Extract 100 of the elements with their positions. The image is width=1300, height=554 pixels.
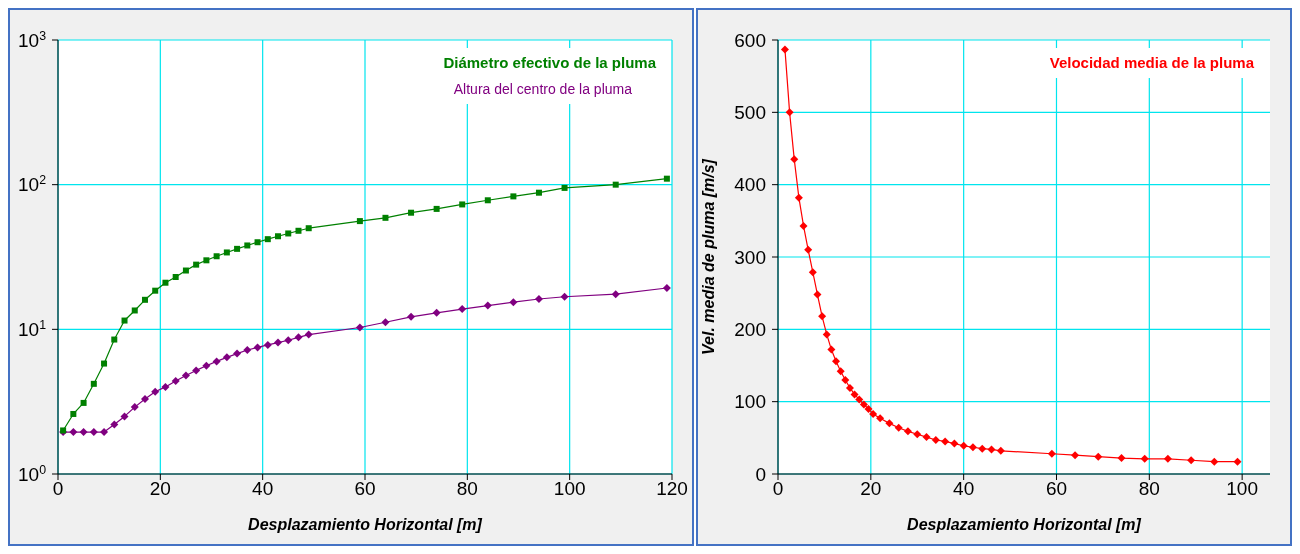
point [213, 253, 220, 260]
point [193, 261, 200, 268]
x-tick-label: 60 [1045, 478, 1068, 500]
point [484, 197, 491, 204]
point [959, 441, 968, 450]
point [1163, 454, 1172, 463]
point [433, 205, 440, 212]
point [111, 336, 118, 343]
point [1047, 449, 1056, 458]
x-tick-label: 40 [252, 478, 274, 500]
x-tick-label: 100 [553, 478, 586, 500]
x-tick-label: 0 [772, 478, 784, 500]
point [253, 343, 262, 352]
y-tick-label: 400 [734, 174, 766, 196]
point [978, 444, 987, 453]
point [152, 287, 159, 294]
x-tick-label: 40 [953, 478, 975, 500]
y-tick-label: 10$^{0}$ [17, 462, 47, 485]
x-tick-label: 100 [1226, 478, 1258, 500]
y-tick-label: 100 [734, 391, 766, 413]
point [509, 298, 518, 307]
point [274, 338, 283, 347]
point [294, 333, 303, 342]
point [90, 380, 97, 387]
point [612, 181, 619, 188]
point [100, 428, 109, 437]
point [804, 245, 813, 254]
y-axis-title: Vel. media de pluma [m/s] [699, 158, 717, 355]
point [243, 345, 252, 354]
point [151, 387, 160, 396]
x-axis-title: Desplazamiento Horizontal [m] [248, 516, 483, 533]
point [284, 336, 293, 345]
x-axis-title: Desplazamiento Horizontal [m] [907, 516, 1142, 533]
point [561, 184, 568, 191]
point [535, 189, 542, 196]
point [822, 330, 831, 339]
point [869, 409, 878, 418]
point [1117, 454, 1126, 463]
point [560, 292, 569, 301]
y-tick-label: 600 [734, 29, 766, 51]
point [922, 433, 931, 442]
y-tick-label: 10$^{2}$ [17, 173, 47, 196]
point [79, 428, 88, 437]
x-tick-label: 20 [860, 478, 882, 500]
point [1210, 457, 1219, 466]
y-tick-label: 300 [734, 246, 766, 268]
point [818, 312, 827, 321]
point [987, 445, 996, 454]
point [89, 428, 98, 437]
y-tick-label: 0 [755, 463, 766, 485]
point [794, 193, 803, 202]
point [1187, 456, 1196, 465]
y-tick-label: 10$^{1}$ [17, 317, 47, 340]
point [162, 279, 169, 286]
point [382, 214, 389, 221]
point [244, 242, 251, 249]
y-tick-label: 500 [734, 101, 766, 123]
point [864, 404, 873, 413]
x-tick-label: 120 [656, 478, 688, 500]
point [121, 317, 128, 324]
point [1140, 454, 1149, 463]
point [69, 428, 78, 437]
point [510, 193, 517, 200]
point [799, 221, 808, 230]
point [130, 403, 139, 412]
point [202, 361, 211, 370]
x-tick-label: 60 [354, 478, 376, 500]
point [264, 236, 271, 243]
point [1071, 451, 1080, 460]
point [203, 257, 210, 264]
point [120, 412, 129, 421]
point [181, 371, 190, 380]
text: Diámetro efectivo de la pluma [443, 53, 656, 73]
point [832, 357, 841, 366]
point [483, 301, 492, 310]
point [931, 436, 940, 444]
point [950, 439, 959, 448]
point [171, 376, 180, 385]
point [941, 437, 950, 446]
point [140, 394, 149, 403]
point [408, 209, 415, 216]
point [285, 230, 292, 237]
point [234, 245, 241, 252]
y-tick-label: 10$^{3}$ [17, 28, 47, 51]
point [785, 108, 794, 117]
y-tick-label: 200 [734, 318, 766, 340]
point [305, 225, 312, 232]
point [1233, 457, 1242, 466]
x-tick-label: 80 [1138, 478, 1160, 500]
point [223, 249, 230, 256]
point [304, 330, 313, 339]
point [70, 410, 77, 417]
point [80, 399, 87, 406]
point [222, 353, 231, 362]
point [913, 430, 922, 439]
point [172, 274, 179, 280]
point [263, 340, 272, 349]
point [432, 308, 441, 317]
point [876, 414, 885, 423]
point [808, 268, 817, 277]
